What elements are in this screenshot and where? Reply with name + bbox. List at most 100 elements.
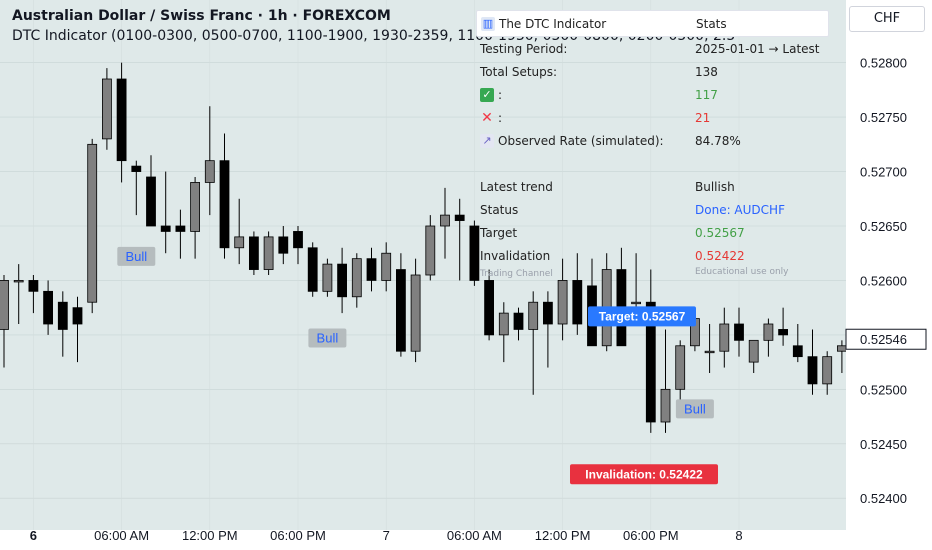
currency-button[interactable]: CHF xyxy=(849,6,925,32)
stats-header: ▥ The DTC Indicator Stats xyxy=(476,10,829,37)
candle-body xyxy=(440,214,450,227)
candle-body xyxy=(0,280,9,330)
candle-body xyxy=(572,280,583,325)
trend-value: Bullish xyxy=(695,179,735,194)
candle-body xyxy=(498,312,509,336)
stats-row: ✓ : 117 xyxy=(476,83,829,106)
candle-body xyxy=(146,176,156,227)
target-label-box xyxy=(588,306,696,327)
candle-body xyxy=(337,263,348,298)
time-tick-label: 6 xyxy=(30,528,37,543)
candle-body xyxy=(219,160,230,249)
rate-label-text: Observed Rate (simulated): xyxy=(498,133,664,148)
footer-left: Trading Channel xyxy=(480,269,553,279)
stats-label: Total Setups: xyxy=(480,64,558,79)
candle-body xyxy=(190,182,201,232)
candle-body xyxy=(543,301,553,325)
invalidation-label-box xyxy=(570,464,718,485)
stats-row: Testing Period: 2025-01-01 → Latest xyxy=(476,37,829,60)
candle-body xyxy=(719,323,730,352)
candle-body xyxy=(43,290,53,325)
stats-label-rate: ↗ Observed Rate (simulated): xyxy=(476,133,691,148)
candle-body xyxy=(234,236,245,249)
stats-footer: Trading Channel Educational use only xyxy=(476,267,829,281)
candle-body xyxy=(116,78,127,162)
candle-body xyxy=(454,214,465,221)
candle-body xyxy=(675,345,686,390)
price-axis-bg xyxy=(846,0,932,550)
stats-row: ✕ : 21 xyxy=(476,106,829,129)
candle-body xyxy=(660,388,671,423)
bull-signal-box xyxy=(308,328,347,348)
time-tick-label: 8 xyxy=(735,528,742,543)
candle-body xyxy=(513,312,524,330)
losses-value: 21 xyxy=(695,110,711,125)
dtc-stats-table: ▥ The DTC Indicator Stats Testing Period… xyxy=(476,10,829,281)
stats-row: Status Done: AUDCHF xyxy=(476,198,829,221)
stats-row: Latest trend Bullish xyxy=(476,175,829,198)
candle-body xyxy=(366,258,377,281)
rate-value: 84.78% xyxy=(695,133,741,148)
stats-row: Invalidation 0.52422 xyxy=(476,244,829,267)
candle-body xyxy=(469,225,480,281)
time-axis-bg xyxy=(0,530,932,550)
stats-value: 2025-01-01 → Latest xyxy=(695,41,820,56)
price-tick-label: 0.52450 xyxy=(860,437,907,452)
candle-body xyxy=(395,269,406,352)
candle-body xyxy=(484,280,495,336)
stats-header-title: ▥ The DTC Indicator xyxy=(477,16,692,31)
candle-body xyxy=(557,280,568,325)
stats-row: ↗ Observed Rate (simulated): 84.78% xyxy=(476,129,829,152)
candle-body xyxy=(102,78,112,140)
time-tick-label: 12:00 PM xyxy=(535,528,591,543)
stats-label-wins: ✓ : xyxy=(476,87,691,102)
candle-body xyxy=(322,263,333,292)
wins-label-text: : xyxy=(498,87,503,102)
price-tick-label: 0.52650 xyxy=(860,219,907,234)
target-label: Target: 0.52567 xyxy=(599,309,686,323)
time-tick-label: 06:00 AM xyxy=(447,528,502,543)
time-tick-label: 06:00 PM xyxy=(623,528,679,543)
candle-body xyxy=(822,356,833,385)
candle-body xyxy=(131,165,142,172)
status-value: Done: AUDCHF xyxy=(695,202,785,217)
price-tick-label: 0.52800 xyxy=(860,56,907,71)
stats-label: Status xyxy=(480,202,519,217)
wins-value: 117 xyxy=(695,87,718,102)
bull-signal-label: Bull xyxy=(684,401,706,416)
stats-label: Invalidation xyxy=(480,248,551,263)
candle-body xyxy=(734,323,744,341)
candle-body xyxy=(778,329,788,336)
signal-labels: Bull Bull Bull xyxy=(117,246,714,419)
candle-body xyxy=(263,236,274,270)
candle-body xyxy=(748,339,759,363)
candle-body xyxy=(175,225,186,232)
invalidation-value: 0.52422 xyxy=(695,248,745,263)
candle-body xyxy=(807,356,818,385)
candle-body xyxy=(13,280,24,283)
stats-row: Target 0.52567 xyxy=(476,221,829,244)
candle-body xyxy=(87,143,98,303)
candle-body xyxy=(631,301,641,305)
price-tick-label: 0.52600 xyxy=(860,273,907,288)
last-price-label: 0.52546 xyxy=(860,332,907,347)
stats-header-col2: Stats xyxy=(696,16,727,31)
candle-body xyxy=(704,350,715,354)
candle-body xyxy=(28,280,39,292)
candle-body xyxy=(381,252,392,281)
target-value: 0.52567 xyxy=(695,225,745,240)
bull-signal-label: Bull xyxy=(317,331,339,346)
price-tick-label: 0.52700 xyxy=(860,165,907,180)
check-icon: ✓ xyxy=(480,87,494,102)
symbol-title: Australian Dollar / Swiss Franc · 1h · F… xyxy=(12,8,391,24)
stats-row: Total Setups: 138 xyxy=(476,60,829,83)
price-tick-label: 0.52750 xyxy=(860,110,907,125)
candle-body xyxy=(410,274,421,352)
time-tick-label: 12:00 PM xyxy=(182,528,238,543)
candle-body xyxy=(248,236,259,270)
price-axis: 0.52800 0.52750 0.52700 0.52650 0.52600 0.525… xyxy=(845,0,932,550)
candle-body xyxy=(792,345,803,358)
candle-body xyxy=(837,345,847,352)
